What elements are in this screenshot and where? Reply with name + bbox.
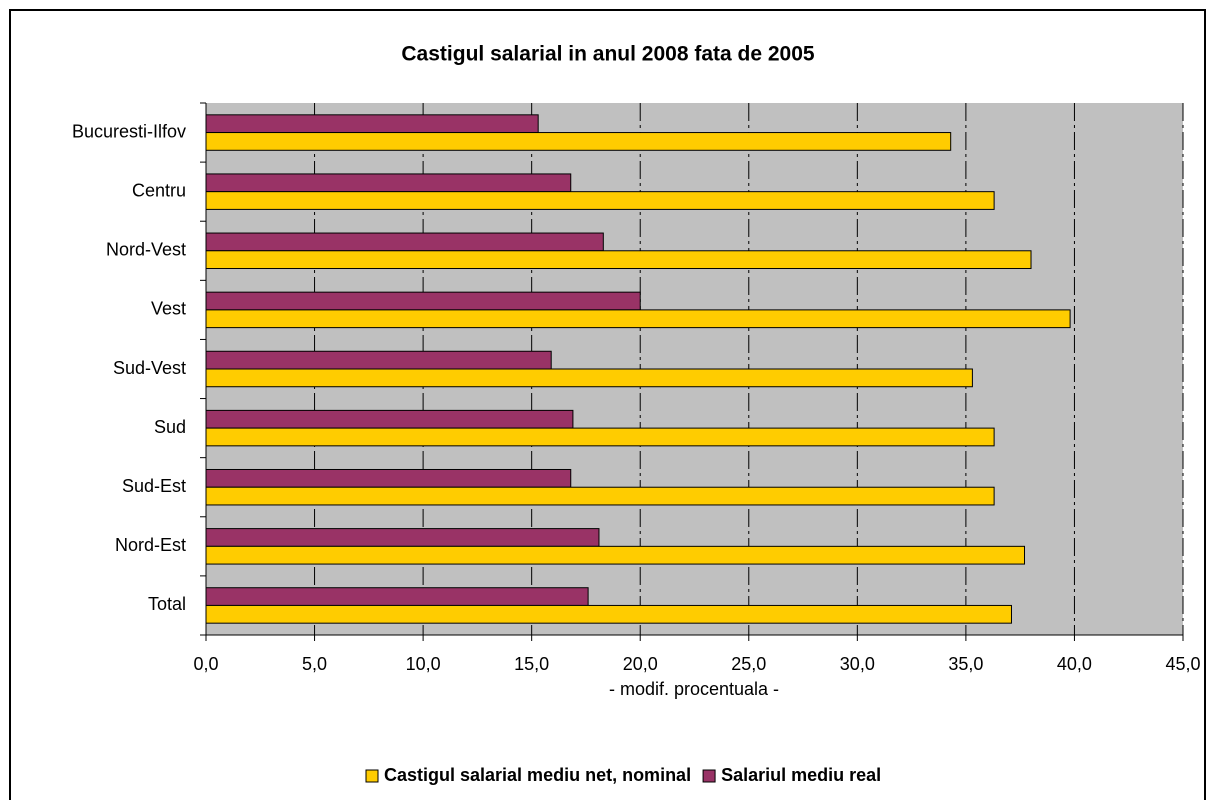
x-tick-label: 40,0 [1057, 654, 1092, 674]
y-tick-label: Sud-Vest [113, 358, 186, 378]
bar [205, 132, 952, 151]
y-tick-label: Vest [151, 299, 186, 319]
legend-swatch [365, 769, 379, 783]
chart-border [9, 9, 1206, 800]
bar [205, 468, 572, 488]
y-tick-label: Centru [132, 180, 186, 200]
bar [205, 191, 995, 210]
bar [205, 604, 1012, 624]
bar [205, 587, 589, 606]
x-tick-label: 30,0 [840, 654, 875, 674]
y-tick-label: Bucuresti-Ilfov [72, 121, 186, 141]
bar [205, 114, 539, 134]
legend-label: Salariul mediu real [721, 765, 881, 785]
bar [205, 486, 995, 506]
chart-title: Castigul salarial in anul 2008 fata de 2… [401, 43, 815, 66]
bar [205, 250, 1032, 270]
y-tick-label: Nord-Est [115, 535, 186, 555]
x-tick-label: 25,0 [731, 654, 766, 674]
x-tick-label: 15,0 [514, 654, 549, 674]
legend-label: Castigul salarial mediu net, nominal [384, 765, 691, 785]
bar [205, 545, 1026, 565]
x-tick-label: 45,0 [1165, 654, 1200, 674]
bar [205, 427, 995, 447]
x-tick-label: 5,0 [302, 654, 327, 674]
y-tick-label: Sud [154, 417, 186, 437]
x-tick-label: 10,0 [406, 654, 441, 674]
bar [205, 291, 641, 311]
x-tick-label: 20,0 [623, 654, 658, 674]
y-tick-label: Sud-Est [122, 476, 186, 496]
bar [205, 528, 600, 547]
bar [205, 309, 1071, 329]
legend-swatch [702, 769, 716, 783]
y-tick-label: Total [148, 594, 186, 614]
bar [205, 350, 552, 370]
x-tick-label: 0,0 [193, 654, 218, 674]
bar [205, 232, 604, 252]
y-tick-label: Nord-Vest [106, 240, 186, 260]
x-axis-label: - modif. procentuala - [609, 679, 779, 699]
bar [205, 409, 574, 429]
bar [205, 173, 572, 193]
bar [205, 368, 973, 388]
x-tick-label: 35,0 [948, 654, 983, 674]
